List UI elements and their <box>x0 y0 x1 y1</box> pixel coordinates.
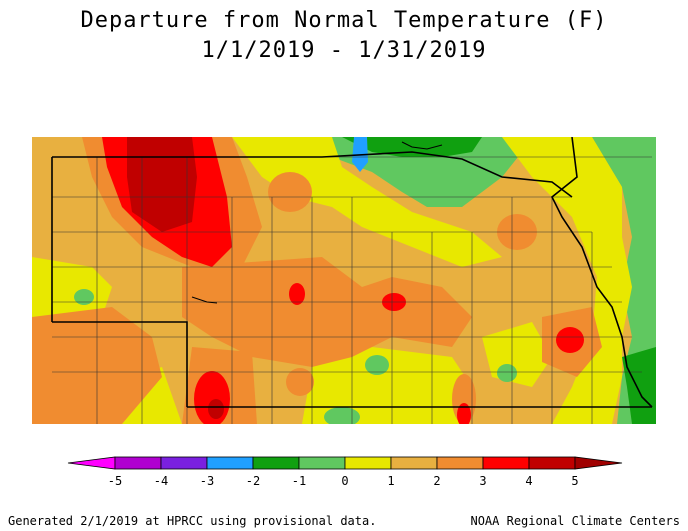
county-boundaries <box>52 156 652 424</box>
map-date-range: 1/1/2019 - 1/31/2019 <box>201 38 487 63</box>
legend-tick-label: -3 <box>200 474 214 488</box>
legend-swatch <box>436 456 484 470</box>
legend-tick-label: 4 <box>525 474 532 488</box>
legend-swatch <box>252 456 300 470</box>
legend-swatch <box>206 456 254 470</box>
legend-swatch <box>390 456 438 470</box>
legend-swatch <box>298 456 346 470</box>
legend-tick-label: -5 <box>108 474 122 488</box>
legend-swatch <box>482 456 530 470</box>
missouri-river-border <box>550 137 653 408</box>
hot-spot-south-border <box>457 403 471 424</box>
hot-spot-central <box>289 283 305 305</box>
temperature-departure-map <box>32 137 656 424</box>
legend-tick-label: 0 <box>341 474 348 488</box>
cool-spot-southeast <box>497 364 517 382</box>
cool-spot-south <box>365 355 389 375</box>
river-west <box>191 296 218 304</box>
legend-swatch <box>528 456 576 470</box>
cool-spot-west <box>74 289 94 305</box>
legend-swatch <box>160 456 208 470</box>
river-north <box>401 141 443 150</box>
legend-tick-label: -2 <box>246 474 260 488</box>
legend-tick-label: -1 <box>292 474 306 488</box>
legend-swatch <box>114 456 162 470</box>
nebraska-north-border <box>52 151 573 198</box>
warm-region-central <box>182 257 472 367</box>
legend-tick-label: 3 <box>479 474 486 488</box>
cold-region-east <box>622 347 656 424</box>
generation-note: Generated 2/1/2019 at HPRCC using provis… <box>8 514 377 528</box>
near-normal-band-south <box>302 347 472 424</box>
legend-tick-label: 1 <box>387 474 394 488</box>
source-credit: NOAA Regional Climate Centers <box>470 514 680 528</box>
legend-tick-label: -4 <box>154 474 168 488</box>
state-boundaries <box>51 137 653 408</box>
legend-tick-label: 5 <box>571 474 578 488</box>
color-scale-legend: -5 -4 -3 -2 -1 0 1 2 3 4 5 <box>67 456 623 488</box>
legend-swatch <box>344 456 392 470</box>
near-normal-band-east <box>502 137 632 424</box>
hottest-region-northwest <box>127 137 197 232</box>
nebraska-panhandle-border <box>52 321 188 407</box>
legend-tick-label: 2 <box>433 474 440 488</box>
near-normal-band-north <box>232 137 502 267</box>
map-title: Departure from Normal Temperature (F) <box>80 8 608 33</box>
warm-spot-southcentral <box>286 368 314 396</box>
legend-low-arrow <box>67 456 116 470</box>
warm-spot-north <box>268 172 312 212</box>
cool-spot-south-border <box>324 407 360 424</box>
hot-spot-east <box>556 327 584 353</box>
hottest-spot-south <box>208 399 224 419</box>
legend-high-arrow <box>574 456 623 470</box>
